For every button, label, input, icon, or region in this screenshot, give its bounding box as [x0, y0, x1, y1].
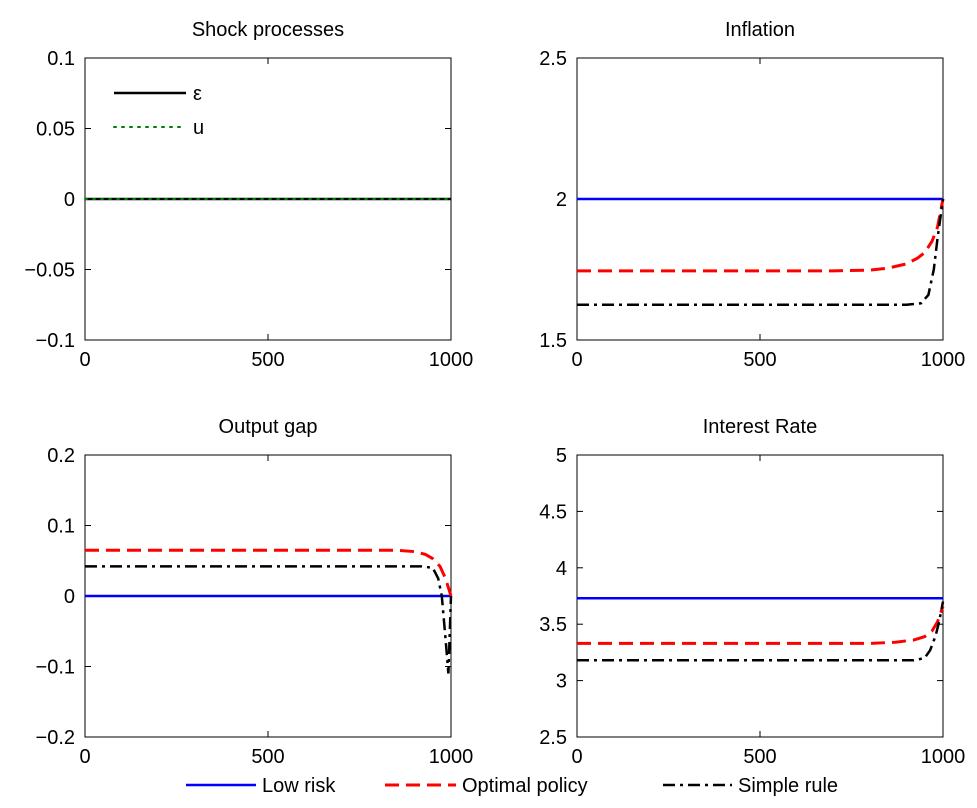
panel-1: Shock processes 0 500 1000 −0.1 −0.05 0 0.05 0.1… — [24, 19, 473, 371]
legend-label: Low risk — [262, 775, 336, 797]
y-tick-label: −0.1 — [36, 657, 75, 679]
x-tick-label: 0 — [571, 349, 582, 371]
y-tick-label: 0.05 — [36, 119, 75, 141]
y-tick-label: −0.2 — [36, 727, 75, 749]
legend-label: Simple rule — [738, 775, 838, 797]
x-tick-label: 0 — [79, 746, 90, 768]
y-tick-label: 0.1 — [47, 48, 75, 70]
y-tick-label: 0.2 — [47, 445, 75, 467]
x-tick-label: 0 — [79, 349, 90, 371]
panel-2: Inflation 0 500 1000 1.5 2 2.5 — [539, 19, 965, 371]
series-line-optimal-policy — [85, 548, 453, 597]
panel-3: Output gap 0 500 1000 −0.2 −0.1 0 0.1 0.2 — [36, 416, 474, 768]
plot-area — [576, 454, 944, 738]
series-line-simple-rule — [85, 565, 453, 674]
x-tick-label: 500 — [743, 349, 776, 371]
x-tick-label: 500 — [251, 746, 284, 768]
panel-legend: εu — [113, 83, 204, 139]
x-tick-label: 1000 — [429, 349, 474, 371]
panel-4: Interest Rate 0 500 1000 2.5 3 3.5 4 4.5 5 — [539, 416, 965, 768]
legend-label: Optimal policy — [462, 775, 588, 797]
y-tick-label: 2.5 — [539, 48, 567, 70]
panel-title: Output gap — [219, 416, 318, 438]
legend-label: ε — [193, 83, 202, 105]
y-tick-label: 2.5 — [539, 727, 567, 749]
series-line-simple-rule — [577, 601, 945, 662]
x-tick-label: 1000 — [921, 746, 966, 768]
x-tick-label: 500 — [743, 746, 776, 768]
x-tick-label: 1000 — [921, 349, 966, 371]
x-tick-label: 500 — [251, 349, 284, 371]
y-tick-label: −0.05 — [24, 260, 75, 282]
y-tick-label: 5 — [556, 445, 567, 467]
series-line-optimal-policy — [577, 198, 945, 273]
panel-title: Shock processes — [192, 19, 344, 41]
panel-title: Inflation — [725, 19, 795, 41]
y-tick-label: 4.5 — [539, 501, 567, 523]
x-tick-label: 0 — [571, 746, 582, 768]
series-line-simple-rule — [577, 198, 945, 307]
y-tick-label: 0 — [64, 189, 75, 211]
y-tick-label: 0 — [64, 586, 75, 608]
y-tick-label: −0.1 — [36, 330, 75, 352]
panel-title: Interest Rate — [703, 416, 818, 438]
y-tick-label: 3 — [556, 671, 567, 693]
figure-legend: Low risk Optimal policy Simple rule — [186, 775, 838, 797]
y-tick-label: 3.5 — [539, 614, 567, 636]
x-tick-label: 1000 — [429, 746, 474, 768]
y-tick-label: 1.5 — [539, 330, 567, 352]
legend-label: u — [193, 117, 204, 139]
y-tick-label: 4 — [556, 558, 567, 580]
y-tick-label: 0.1 — [47, 516, 75, 538]
series-line-optimal-policy — [577, 605, 945, 645]
y-tick-label: 2 — [556, 189, 567, 211]
